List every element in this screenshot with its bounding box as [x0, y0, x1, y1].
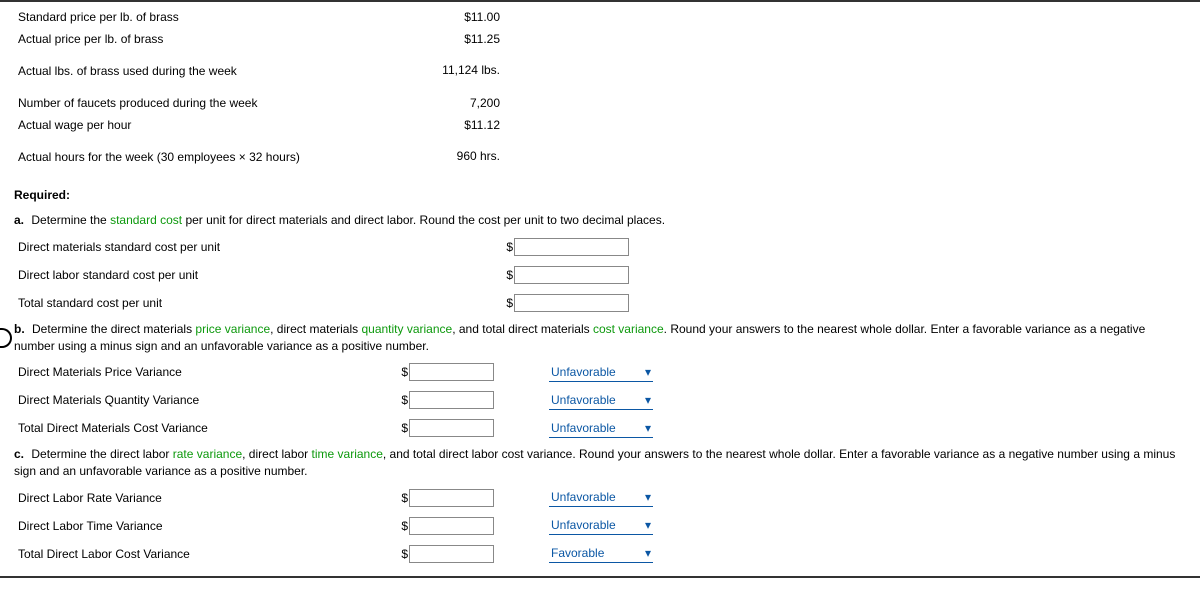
answer-label: Total Direct Labor Cost Variance — [18, 547, 398, 561]
term-price-variance: price variance — [195, 322, 270, 336]
answer-label: Direct Labor Rate Variance — [18, 491, 398, 505]
info-row: Actual lbs. of brass used during the wee… — [0, 50, 506, 92]
letter-b: b. — [14, 322, 25, 336]
answer-label: Direct labor standard cost per unit — [18, 268, 503, 282]
given-data-table: Standard price per lb. of brass$11.00 Ac… — [0, 6, 506, 178]
answer-row-b2: Direct Materials Quantity Variance $ Unf… — [0, 386, 1200, 414]
dl-standard-cost-input[interactable] — [514, 266, 629, 284]
dl-time-variance-input[interactable] — [409, 517, 494, 535]
dollar-sign: $ — [398, 365, 408, 379]
answer-row-b3: Total Direct Materials Cost Variance $ U… — [0, 414, 1200, 442]
chevron-down-icon: ▾ — [645, 365, 651, 379]
info-row: Standard price per lb. of brass$11.00 — [0, 6, 506, 28]
chevron-down-icon: ▾ — [645, 546, 651, 560]
dollar-sign: $ — [398, 393, 408, 407]
answer-label: Total standard cost per unit — [18, 296, 503, 310]
info-label: Actual price per lb. of brass — [0, 28, 414, 50]
dm-standard-cost-input[interactable] — [514, 238, 629, 256]
info-value: $11.12 — [414, 114, 506, 136]
question-c: c. Determine the direct labor rate varia… — [0, 442, 1200, 484]
info-label: Number of faucets produced during the we… — [0, 92, 414, 114]
answer-row-b1: Direct Materials Price Variance $ Unfavo… — [0, 358, 1200, 386]
dl-cost-variance-select[interactable]: Favorable▾ — [549, 544, 653, 563]
answer-row-a1: Direct materials standard cost per unit … — [0, 233, 1200, 261]
info-value: 11,124 lbs. — [414, 50, 506, 92]
chevron-down-icon: ▾ — [645, 393, 651, 407]
required-heading: Required: — [0, 184, 1200, 208]
letter-c: c. — [14, 447, 24, 461]
dm-price-variance-select[interactable]: Unfavorable▾ — [549, 363, 653, 382]
dm-price-variance-input[interactable] — [409, 363, 494, 381]
answer-label: Direct Materials Price Variance — [18, 365, 398, 379]
chevron-down-icon: ▾ — [645, 490, 651, 504]
dl-rate-variance-select[interactable]: Unfavorable▾ — [549, 488, 653, 507]
dollar-sign: $ — [503, 268, 513, 282]
answer-label: Total Direct Materials Cost Variance — [18, 421, 398, 435]
info-value: $11.00 — [414, 6, 506, 28]
chevron-down-icon: ▾ — [645, 421, 651, 435]
answer-row-c3: Total Direct Labor Cost Variance $ Favor… — [0, 540, 1200, 568]
info-label: Actual hours for the week (30 employees … — [0, 136, 414, 178]
qa-post: per unit for direct materials and direct… — [182, 213, 665, 227]
answer-row-a3: Total standard cost per unit $ — [0, 289, 1200, 317]
question-a: a. Determine the standard cost per unit … — [0, 208, 1200, 233]
term-cost-variance: cost variance — [593, 322, 664, 336]
dollar-sign: $ — [398, 491, 408, 505]
term-rate-variance: rate variance — [173, 447, 242, 461]
info-label: Actual wage per hour — [0, 114, 414, 136]
answer-row-c1: Direct Labor Rate Variance $ Unfavorable… — [0, 484, 1200, 512]
term-standard-cost: standard cost — [110, 213, 182, 227]
answer-label: Direct Labor Time Variance — [18, 519, 398, 533]
dl-cost-variance-input[interactable] — [409, 545, 494, 563]
letter-a: a. — [14, 213, 24, 227]
question-b: b. Determine the direct materials price … — [0, 317, 1200, 359]
info-value: 960 hrs. — [414, 136, 506, 178]
dollar-sign: $ — [503, 296, 513, 310]
chevron-down-icon: ▾ — [645, 518, 651, 532]
info-row: Actual hours for the week (30 employees … — [0, 136, 506, 178]
dm-quantity-variance-input[interactable] — [409, 391, 494, 409]
dollar-sign: $ — [398, 547, 408, 561]
dl-time-variance-select[interactable]: Unfavorable▾ — [549, 516, 653, 535]
info-row: Actual wage per hour$11.12 — [0, 114, 506, 136]
answer-label: Direct Materials Quantity Variance — [18, 393, 398, 407]
answer-label: Direct materials standard cost per unit — [18, 240, 503, 254]
info-row: Actual price per lb. of brass$11.25 — [0, 28, 506, 50]
dm-cost-variance-select[interactable]: Unfavorable▾ — [549, 419, 653, 438]
info-label: Standard price per lb. of brass — [0, 6, 414, 28]
dm-cost-variance-input[interactable] — [409, 419, 494, 437]
info-value: $11.25 — [414, 28, 506, 50]
term-time-variance: time variance — [312, 447, 383, 461]
info-row: Number of faucets produced during the we… — [0, 92, 506, 114]
worksheet-page: Standard price per lb. of brass$11.00 Ac… — [0, 0, 1200, 578]
dollar-sign: $ — [398, 519, 408, 533]
dm-quantity-variance-select[interactable]: Unfavorable▾ — [549, 391, 653, 410]
term-quantity-variance: quantity variance — [361, 322, 452, 336]
qa-pre: Determine the — [31, 213, 110, 227]
dl-rate-variance-input[interactable] — [409, 489, 494, 507]
dollar-sign: $ — [503, 240, 513, 254]
answer-row-a2: Direct labor standard cost per unit $ — [0, 261, 1200, 289]
info-label: Actual lbs. of brass used during the wee… — [0, 50, 414, 92]
info-value: 7,200 — [414, 92, 506, 114]
dollar-sign: $ — [398, 421, 408, 435]
total-standard-cost-input[interactable] — [514, 294, 629, 312]
answer-row-c2: Direct Labor Time Variance $ Unfavorable… — [0, 512, 1200, 540]
